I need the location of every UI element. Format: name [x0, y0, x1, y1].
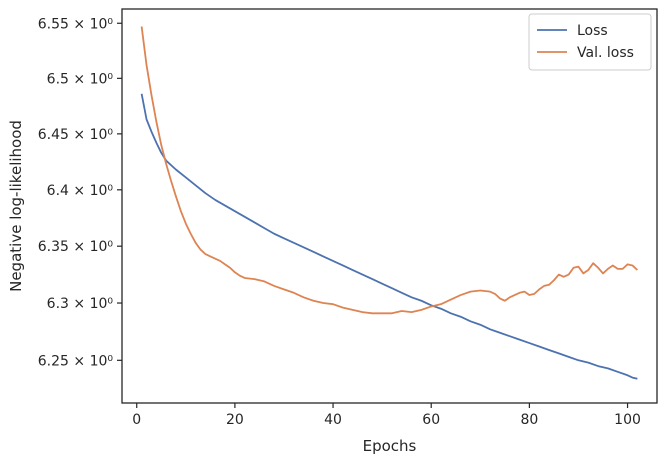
y-tick-label: 6.55 × 10⁰: [38, 16, 114, 32]
x-tick-label: 20: [226, 412, 244, 428]
series-line-loss: [140, 93, 638, 380]
legend-box: [528, 13, 652, 71]
legend: Loss Val. loss: [528, 13, 652, 71]
x-tick-label: 0: [132, 412, 141, 428]
x-axis-title: Epochs: [363, 437, 417, 455]
y-tick-label: 6.25 × 10⁰: [38, 353, 114, 369]
legend-label: Val. loss: [577, 45, 634, 61]
y-tick-label: 6.35 × 10⁰: [38, 239, 114, 255]
axes: 0 20 40 60 80 100 6.25 × 10⁰ 6.3 × 10⁰ 6.35 × 10…: [38, 8, 658, 428]
x-tick-label: 40: [324, 412, 342, 428]
y-tick-label: 6.3 × 10⁰: [47, 296, 114, 312]
y-tick-label: 6.45 × 10⁰: [38, 127, 114, 143]
plot-frame: [121, 8, 658, 404]
x-tick-label: 80: [520, 412, 538, 428]
x-tick-label: 100: [614, 412, 641, 428]
plot-area: [140, 26, 638, 380]
y-axis-title: Negative log-likelihood: [7, 120, 25, 292]
y-tick-label: 6.4 × 10⁰: [47, 183, 114, 199]
y-tick-label: 6.5 × 10⁰: [47, 71, 114, 87]
legend-label: Loss: [577, 23, 608, 39]
series-line-val-loss: [140, 26, 638, 315]
x-tick-label: 60: [422, 412, 440, 428]
